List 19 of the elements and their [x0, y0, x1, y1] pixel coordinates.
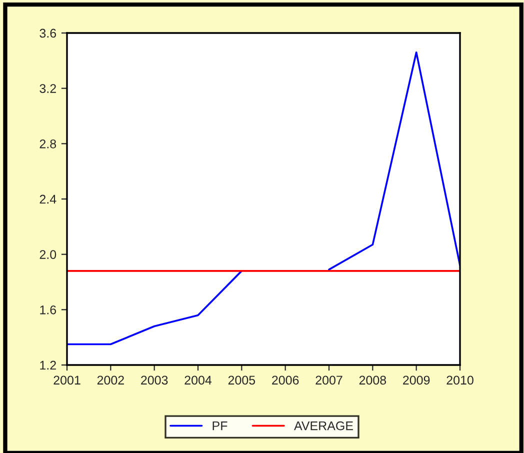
x-tick-label: 2006	[272, 376, 299, 385]
y-tick-label: 3.2	[40, 84, 56, 93]
x-tick-label: 2004	[184, 376, 212, 385]
y-tick-label: 1.6	[40, 305, 56, 314]
y-tick-label: 2.0	[40, 250, 56, 259]
x-tick-label: 2003	[141, 376, 168, 385]
legend-label: PF	[212, 421, 228, 430]
y-tick-label: 3.6	[40, 28, 56, 38]
legend-label: AVERAGE	[294, 421, 353, 430]
y-tick-label: 1.2	[40, 360, 56, 370]
x-tick-label: 2005	[228, 376, 256, 385]
x-tick-label: 2010	[446, 376, 474, 385]
x-tick-label: 2008	[359, 376, 386, 385]
x-tick-label: 2001	[54, 376, 80, 385]
x-tick-label: 2009	[403, 376, 430, 385]
y-tick-label: 2.4	[40, 194, 56, 204]
x-tick-label: 2002	[97, 376, 124, 385]
x-tick-label: 2007	[316, 376, 342, 385]
y-tick-label: 2.8	[40, 139, 56, 148]
